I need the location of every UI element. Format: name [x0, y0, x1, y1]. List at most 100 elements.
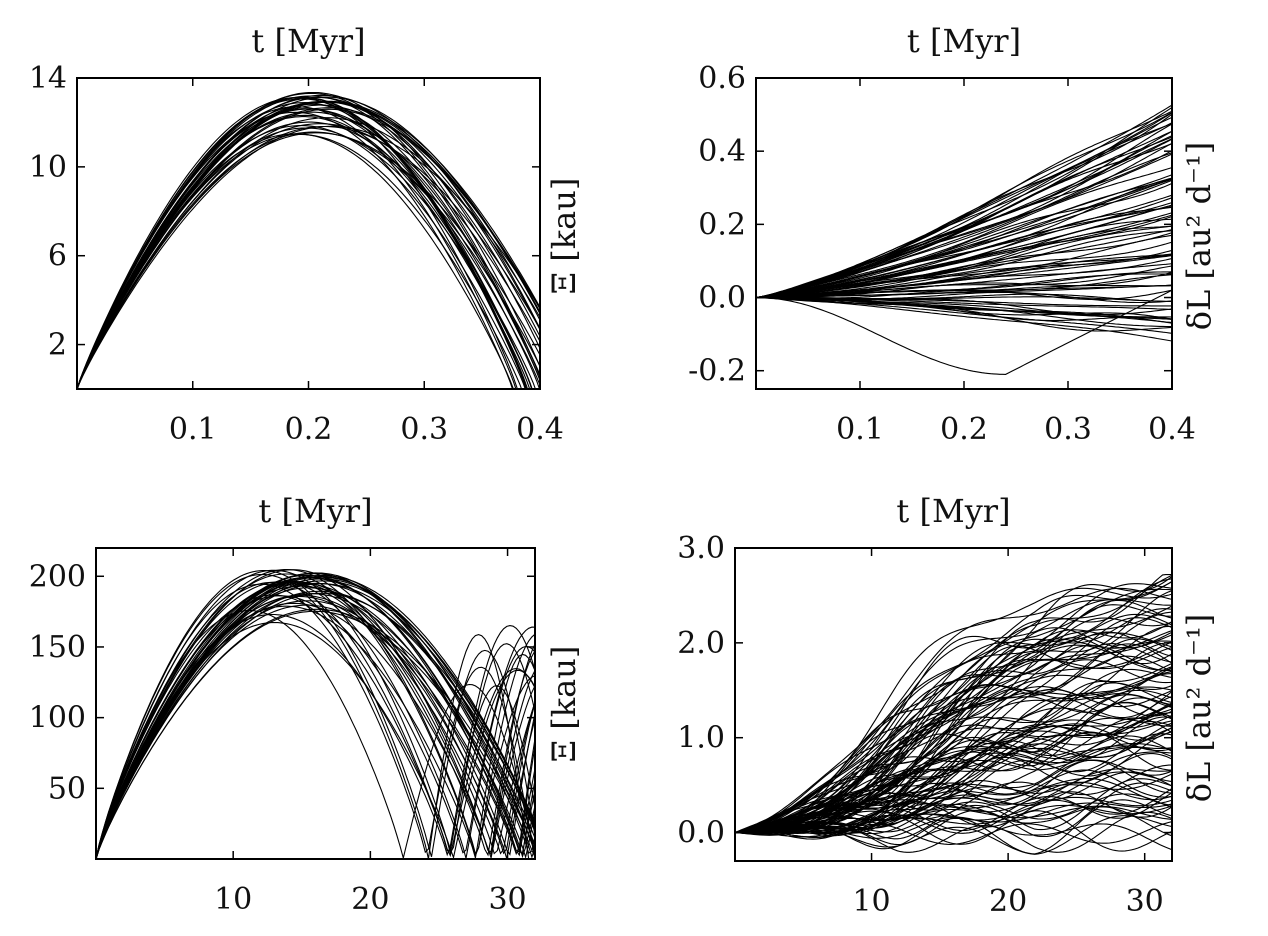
y-tick-label: 10 [29, 150, 67, 185]
series-line-70 [735, 574, 1172, 834]
series-line-108 [735, 788, 1172, 839]
series-line-87 [735, 804, 1172, 835]
x-tick-label: 10 [214, 882, 252, 917]
series-line-97 [735, 702, 1172, 834]
series-line-31 [77, 96, 528, 389]
series-line-39 [96, 592, 535, 859]
panel-top-right: 0.1 0.2 0.3 0.4 -0.2 0.0 0.2 0.4 0.6 t [Myr] δL [a… [688, 22, 1218, 447]
y-tick-label: 6 [48, 239, 67, 274]
series-line-55 [756, 296, 1172, 332]
series-line-28 [735, 587, 1172, 834]
x-tick-label: 10 [852, 884, 890, 919]
y-axis-title: Ξ [kau] [545, 178, 583, 295]
series-line-42 [756, 241, 1172, 299]
series-line-109 [735, 805, 1172, 834]
series-line-66 [756, 152, 1172, 299]
series-line-35 [96, 595, 535, 859]
y-tick-label: 2.0 [677, 626, 725, 661]
series-line-80 [735, 682, 1172, 834]
x-tick-label: 30 [488, 882, 526, 917]
series-line-57 [735, 632, 1172, 834]
y-axis-title: Ξ [kau] [545, 646, 583, 763]
series-line-101 [735, 686, 1172, 834]
series-line-43 [96, 569, 535, 859]
series-line-35 [77, 111, 540, 389]
series-line-107 [735, 799, 1172, 855]
series-line-62 [756, 113, 1172, 299]
series-line-60 [756, 116, 1172, 299]
series-line-42 [735, 759, 1172, 834]
series-line-41 [96, 613, 535, 859]
series-line-76 [756, 178, 1172, 299]
plot-frame [95, 547, 536, 860]
series-line-110 [735, 802, 1172, 834]
series-line-56 [735, 791, 1172, 837]
x-axis-title: t [Myr] [907, 22, 1021, 60]
series-line-32 [96, 578, 535, 859]
series-line-105 [735, 771, 1172, 834]
x-tick-label: 0.1 [169, 412, 217, 447]
series-line-85 [735, 617, 1172, 834]
y-tick-label: 0.4 [698, 134, 746, 169]
series-line-25 [96, 573, 535, 859]
series-group [77, 91, 540, 389]
series-line-103 [735, 717, 1172, 835]
x-tick-label: 0.2 [940, 412, 988, 447]
series-line-88 [735, 655, 1172, 834]
series-line-21 [756, 232, 1172, 299]
x-axis-title: t [Myr] [896, 492, 1010, 530]
plot-frame [734, 547, 1173, 862]
series-line-41 [756, 265, 1172, 299]
y-tick-label: 0.2 [698, 207, 746, 242]
x-tick-label: 30 [1126, 884, 1164, 919]
series-line-79 [756, 204, 1172, 299]
y-tick-label: 150 [29, 630, 86, 665]
series-line-30 [735, 613, 1172, 834]
series-line-72 [756, 289, 1172, 301]
y-tick-label: 50 [48, 771, 86, 806]
series-line-65 [735, 599, 1172, 834]
series-line-42 [96, 581, 535, 859]
x-tick-label: 0.4 [1148, 412, 1196, 447]
series-line-53 [756, 179, 1172, 299]
series-line-77 [735, 668, 1172, 834]
series-line-64 [756, 296, 1172, 334]
series-line-78 [756, 130, 1172, 299]
panel-bottom-right: 10 20 30 0.0 1.0 2.0 3.0 t [Myr] δL [au² d⁻¹] [677, 492, 1218, 919]
x-axis-title: t [Myr] [251, 22, 365, 60]
y-axis-title: δL [au² d⁻¹] [1180, 614, 1218, 803]
series-line-96 [735, 692, 1172, 834]
series-line-93 [735, 778, 1172, 840]
series-line-98 [735, 659, 1172, 834]
series-line-104 [735, 695, 1172, 834]
series-line-25 [77, 125, 540, 389]
x-tick-label: 0.1 [836, 412, 884, 447]
series-line-35 [756, 296, 1172, 342]
series-line-37 [77, 133, 523, 389]
x-tick-label: 20 [989, 884, 1027, 919]
series-line-74 [756, 111, 1172, 299]
x-axis-title: t [Myr] [258, 492, 372, 530]
series-line-32 [77, 131, 540, 389]
series-line-68 [735, 638, 1172, 834]
y-tick-label: 200 [29, 559, 86, 594]
series-group [735, 574, 1172, 855]
series-line-34 [77, 101, 540, 389]
x-tick-label: 20 [351, 882, 389, 917]
y-tick-label: 1.0 [677, 721, 725, 756]
series-line-80 [756, 296, 1172, 320]
series-group [96, 569, 535, 859]
y-axis-title: δL [au² d⁻¹] [1180, 142, 1218, 331]
series-line-59 [756, 225, 1172, 299]
y-tick-label: 0.0 [677, 816, 725, 851]
series-line-75 [735, 810, 1172, 852]
series-line-94 [735, 671, 1172, 834]
series-line-84 [735, 781, 1172, 835]
series-line-18 [77, 125, 540, 389]
y-tick-label: 2 [48, 328, 67, 363]
series-line-40 [96, 574, 535, 859]
y-tick-label: 14 [29, 61, 67, 96]
series-line-71 [756, 271, 1172, 299]
series-line-102 [735, 666, 1172, 834]
